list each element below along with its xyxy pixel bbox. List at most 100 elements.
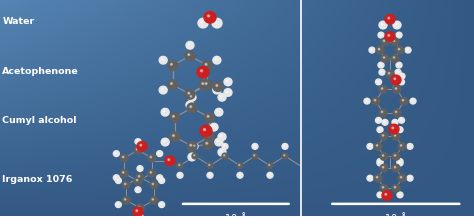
Ellipse shape <box>383 135 384 136</box>
Ellipse shape <box>392 133 400 140</box>
Ellipse shape <box>222 144 228 149</box>
Ellipse shape <box>395 111 397 112</box>
Text: Cumyl alcohol: Cumyl alcohol <box>2 116 77 125</box>
Ellipse shape <box>398 48 400 50</box>
Ellipse shape <box>203 140 213 149</box>
Ellipse shape <box>393 57 395 58</box>
Ellipse shape <box>383 155 384 156</box>
Ellipse shape <box>159 86 167 94</box>
Ellipse shape <box>400 119 401 120</box>
Ellipse shape <box>367 175 373 181</box>
Ellipse shape <box>187 142 197 151</box>
Ellipse shape <box>400 81 401 82</box>
Ellipse shape <box>205 63 207 65</box>
Ellipse shape <box>204 12 216 23</box>
Ellipse shape <box>188 93 196 101</box>
Ellipse shape <box>185 90 195 99</box>
Ellipse shape <box>162 88 163 90</box>
Ellipse shape <box>204 113 214 122</box>
Ellipse shape <box>393 40 395 41</box>
Ellipse shape <box>226 80 228 82</box>
Ellipse shape <box>115 152 116 153</box>
Ellipse shape <box>206 142 208 144</box>
Ellipse shape <box>385 32 395 41</box>
Ellipse shape <box>394 121 395 122</box>
Ellipse shape <box>399 194 400 195</box>
Ellipse shape <box>160 179 162 180</box>
Ellipse shape <box>391 38 399 46</box>
Ellipse shape <box>117 179 118 180</box>
Ellipse shape <box>148 170 156 177</box>
Ellipse shape <box>380 153 388 160</box>
Ellipse shape <box>204 132 214 142</box>
Ellipse shape <box>125 199 126 200</box>
Ellipse shape <box>407 144 413 149</box>
Ellipse shape <box>407 175 413 181</box>
Ellipse shape <box>137 214 143 220</box>
Ellipse shape <box>380 34 381 35</box>
Ellipse shape <box>113 151 119 157</box>
Ellipse shape <box>284 155 285 156</box>
Ellipse shape <box>188 92 190 94</box>
Ellipse shape <box>215 88 217 90</box>
Ellipse shape <box>207 135 209 136</box>
Ellipse shape <box>369 47 375 53</box>
Ellipse shape <box>369 145 370 146</box>
Ellipse shape <box>220 96 222 97</box>
Ellipse shape <box>190 106 191 108</box>
Ellipse shape <box>161 138 169 146</box>
Ellipse shape <box>165 156 175 166</box>
Text: Water: Water <box>2 17 35 26</box>
Ellipse shape <box>393 86 401 93</box>
Ellipse shape <box>192 144 198 149</box>
Ellipse shape <box>405 47 411 53</box>
Ellipse shape <box>137 179 138 181</box>
Ellipse shape <box>187 103 197 113</box>
Ellipse shape <box>216 85 218 86</box>
Ellipse shape <box>392 127 393 129</box>
Ellipse shape <box>399 117 404 123</box>
Ellipse shape <box>380 133 388 140</box>
Ellipse shape <box>377 192 383 198</box>
Ellipse shape <box>407 49 408 50</box>
Ellipse shape <box>239 164 240 166</box>
Ellipse shape <box>382 119 388 125</box>
Ellipse shape <box>137 142 147 151</box>
Ellipse shape <box>239 174 240 175</box>
Ellipse shape <box>393 21 401 29</box>
Ellipse shape <box>380 164 388 172</box>
Ellipse shape <box>376 46 384 54</box>
Ellipse shape <box>383 40 385 41</box>
Ellipse shape <box>377 159 383 164</box>
Ellipse shape <box>137 166 143 171</box>
Ellipse shape <box>388 34 390 36</box>
Ellipse shape <box>209 174 210 175</box>
Ellipse shape <box>212 125 214 127</box>
Ellipse shape <box>369 177 370 178</box>
Ellipse shape <box>152 199 154 200</box>
Ellipse shape <box>164 111 165 112</box>
Ellipse shape <box>188 103 190 105</box>
Ellipse shape <box>401 75 402 76</box>
Ellipse shape <box>202 80 212 90</box>
Ellipse shape <box>384 121 385 122</box>
Ellipse shape <box>171 63 173 65</box>
Ellipse shape <box>378 62 384 68</box>
Ellipse shape <box>150 181 158 189</box>
Ellipse shape <box>392 153 400 160</box>
Ellipse shape <box>220 151 222 152</box>
Ellipse shape <box>397 127 403 133</box>
Ellipse shape <box>381 71 382 72</box>
Ellipse shape <box>398 64 399 65</box>
Ellipse shape <box>202 83 204 84</box>
Ellipse shape <box>392 164 400 172</box>
Ellipse shape <box>137 149 138 150</box>
Ellipse shape <box>385 14 395 24</box>
Ellipse shape <box>392 119 398 125</box>
Ellipse shape <box>372 97 380 105</box>
Ellipse shape <box>190 144 191 146</box>
Ellipse shape <box>394 78 396 80</box>
Ellipse shape <box>134 146 142 154</box>
Ellipse shape <box>398 34 399 35</box>
Ellipse shape <box>237 172 243 178</box>
